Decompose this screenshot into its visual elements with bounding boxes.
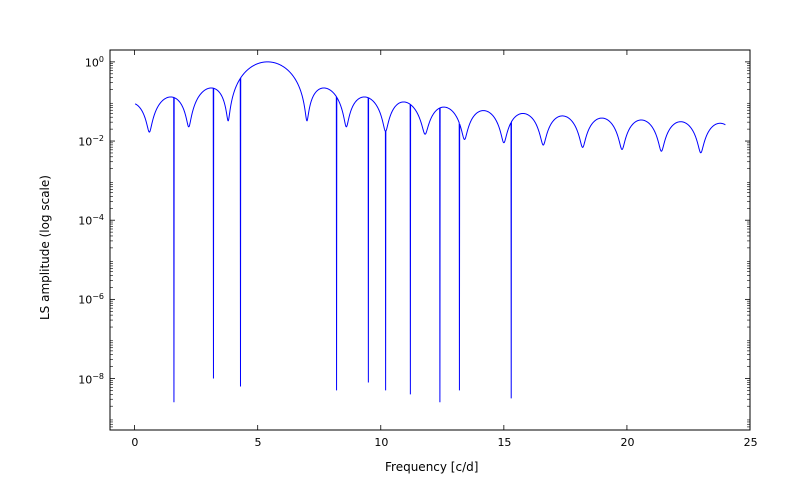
plot-svg [110, 50, 750, 430]
y-tick-label: 10−8 [54, 372, 104, 387]
x-tick-label: 15 [497, 436, 511, 449]
y-tick-label: 10−2 [54, 134, 104, 149]
x-tick-label: 5 [254, 436, 261, 449]
x-tick-label: 20 [621, 436, 635, 449]
x-axis-label: Frequency [c/d] [385, 460, 478, 474]
y-tick-label: 10−4 [54, 213, 104, 228]
y-tick-label: 100 [54, 55, 104, 70]
x-tick-label: 10 [374, 436, 388, 449]
axes [110, 50, 750, 430]
figure: LS amplitude (log scale) Frequency [c/d]… [0, 0, 800, 500]
y-axis-label: LS amplitude (log scale) [38, 175, 52, 320]
x-tick-label: 25 [744, 436, 758, 449]
x-tick-label: 0 [131, 436, 138, 449]
y-tick-label: 10−6 [54, 292, 104, 307]
